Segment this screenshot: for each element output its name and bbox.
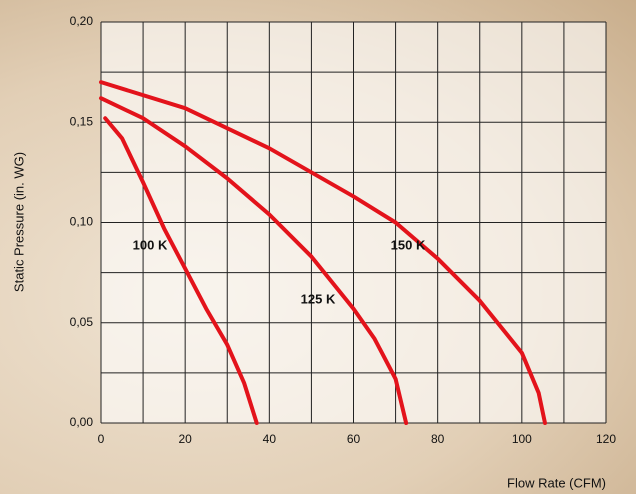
x-tick-label: 20 (178, 432, 192, 446)
x-tick-label: 120 (596, 432, 616, 446)
y-tick-label: 0,15 (70, 114, 94, 128)
curve (103, 116, 259, 425)
y-tick-label: 0,10 (70, 215, 94, 229)
curve (99, 96, 409, 425)
y-tick-label: 0,00 (70, 415, 94, 429)
y-tick-label: 0,20 (70, 14, 94, 28)
curve-label: 100 K (133, 237, 168, 252)
x-tick-label: 100 (512, 432, 532, 446)
x-tick-label: 60 (347, 432, 361, 446)
x-axis-title: Flow Rate (CFM) (507, 475, 606, 490)
curve (99, 80, 547, 425)
x-tick-label: 0 (98, 432, 105, 446)
curve-label: 150 K (391, 237, 426, 252)
x-tick-label: 80 (431, 432, 445, 446)
curve-label: 125 K (301, 291, 336, 306)
x-tick-label: 40 (263, 432, 277, 446)
y-tick-label: 0,05 (70, 315, 94, 329)
y-axis-title: Static Pressure (in. WG) (11, 152, 26, 292)
